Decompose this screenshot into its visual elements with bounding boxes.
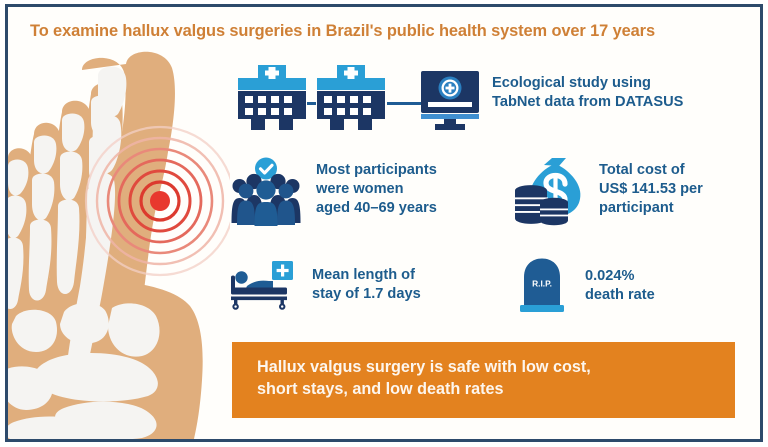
hospitals-to-database-icon-group: [238, 65, 479, 130]
fact-participants: Most participants were women aged 40–69 …: [231, 157, 437, 227]
tombstone-stone: [524, 258, 560, 306]
hospital-icon: [238, 65, 306, 130]
foot-illustration: [8, 50, 230, 439]
foot-bones: [8, 66, 160, 439]
tombstone-base: [520, 305, 564, 312]
fact-ecological-study-text: Ecological study using TabNet data from …: [492, 75, 684, 110]
people-mid-row: [237, 183, 295, 225]
bed-wheel-hub: [234, 305, 237, 308]
page-title: To examine hallux valgus surgeries in Br…: [30, 22, 655, 40]
pain-radiating-rings: [84, 125, 230, 277]
connector-line: [307, 102, 316, 105]
fact-total-cost: Total cost of US$ 141.53 per participant: [514, 157, 703, 227]
money-bag-icon: [515, 158, 581, 226]
bed-leg: [280, 300, 284, 305]
tombstone-inscription: R.I.P.: [532, 279, 552, 289]
bed-backrest: [231, 275, 235, 290]
people-front-person: [254, 180, 278, 226]
fact-length-of-stay: Mean length of stay of 1.7 days: [229, 260, 421, 310]
bed-leg: [234, 300, 238, 305]
bed-mattress: [231, 287, 287, 295]
medical-cross-sign-icon: [272, 261, 293, 280]
hospital-bed-patient-icon: [231, 261, 293, 310]
bed-wheel-hub: [281, 305, 284, 308]
fact-death-rate: R.I.P. 0.024% death rate: [516, 256, 655, 312]
foot-skeleton-graphic: [8, 51, 230, 439]
fact-total-cost-text: Total cost of US$ 141.53 per participant: [599, 162, 703, 216]
coin-stack-icon: [540, 197, 568, 226]
hospital-icon: [317, 65, 385, 130]
fact-participants-text: Most participants were women aged 40–69 …: [316, 162, 437, 216]
people-group-icon: [231, 157, 301, 226]
fact-length-of-stay-text: Mean length of stay of 1.7 days: [312, 267, 421, 302]
conclusion-banner-text: Hallux valgus surgery is safe with low c…: [257, 358, 591, 398]
tombstone-icon: R.I.P.: [520, 258, 564, 312]
bed-rail: [231, 296, 287, 301]
fact-ecological-study: Ecological study using TabNet data from …: [232, 64, 683, 132]
fact-death-rate-text: 0.024% death rate: [585, 268, 655, 303]
check-badge-icon: [255, 157, 277, 180]
computer-monitor-medical-icon: [421, 71, 479, 130]
connector-line: [387, 102, 423, 105]
conclusion-banner: Hallux valgus surgery is safe with low c…: [232, 342, 735, 418]
patient-body: [246, 280, 273, 288]
patient-head: [235, 271, 248, 284]
